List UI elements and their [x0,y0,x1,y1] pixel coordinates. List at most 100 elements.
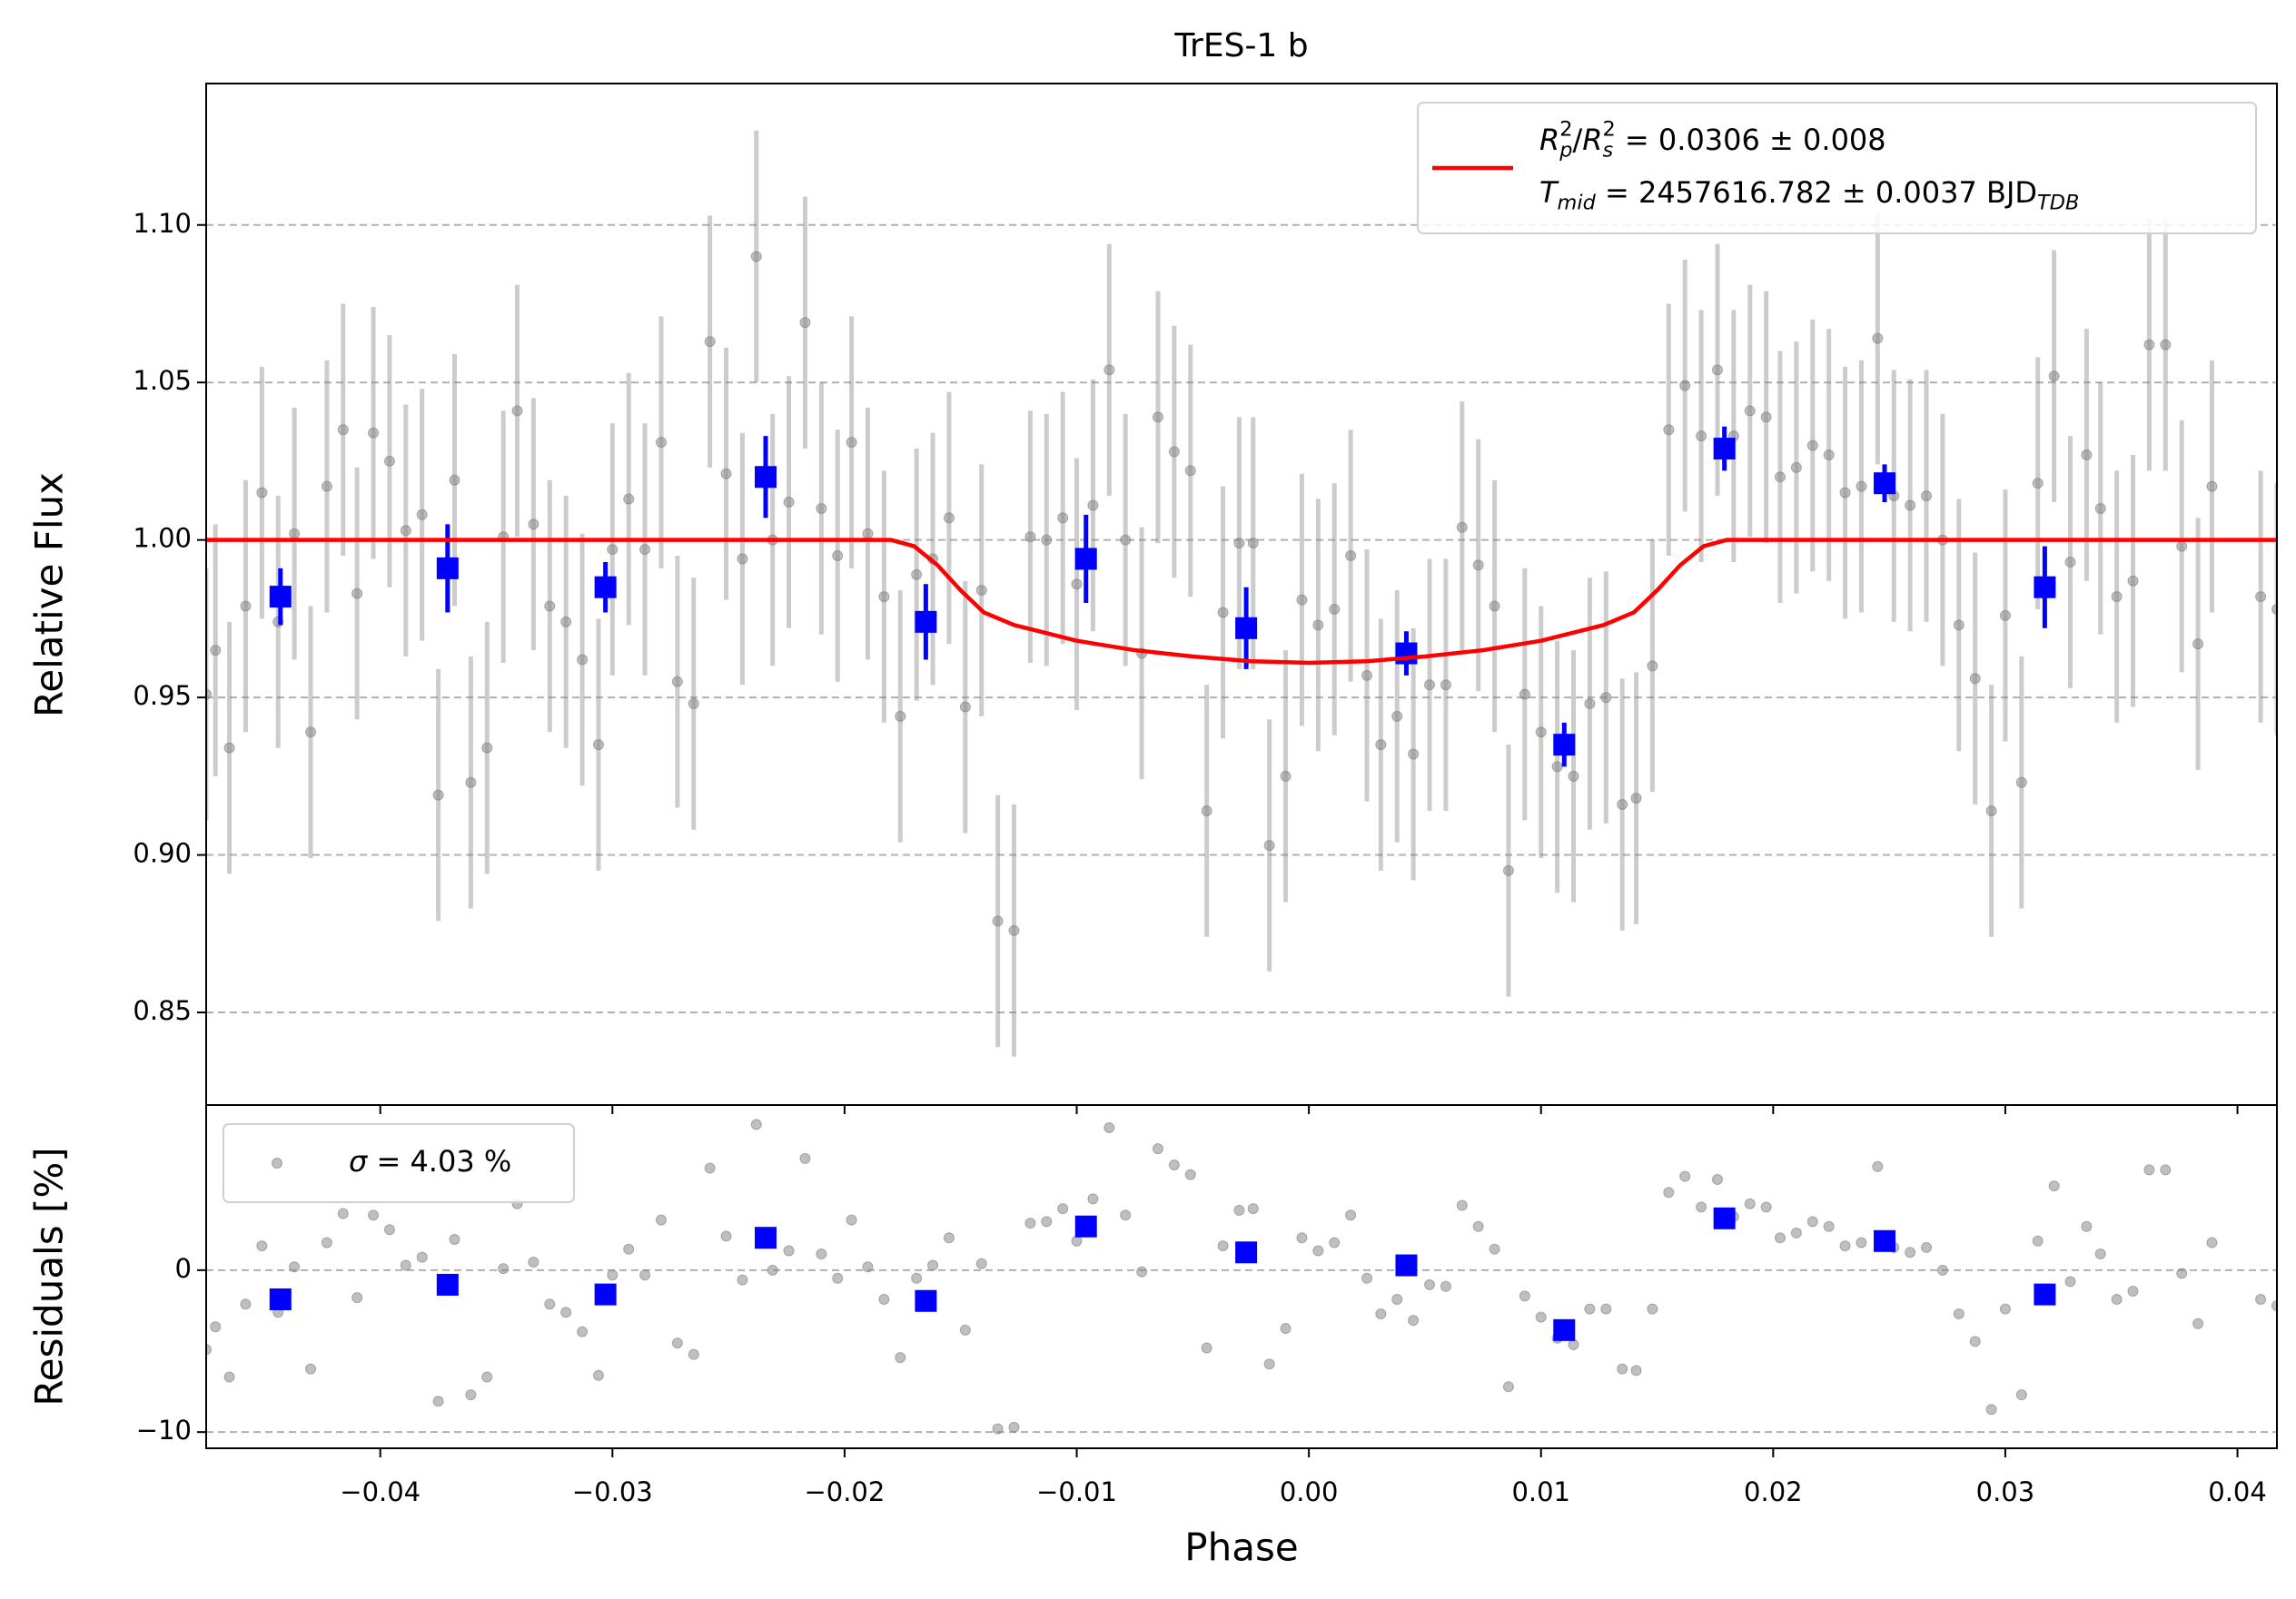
data-point [1361,669,1373,681]
data-point [623,1243,635,1255]
data-point [544,1298,556,1310]
chart-title: TrES-1 b [1173,27,1308,64]
data-point [2015,1389,2027,1401]
data-point [368,1209,380,1221]
binned-point [1395,1254,1418,1277]
data-point [846,1214,857,1226]
data-point [337,424,349,436]
data-point [1312,1245,1324,1257]
data-point [2048,1180,2060,1192]
data-point [1519,1290,1530,1302]
data-point [767,1264,778,1276]
data-point [240,600,252,612]
legend-text-part: R [1582,123,1602,157]
data-point [1760,1201,1772,1213]
data-point [1408,748,1420,760]
data-point [1071,578,1083,590]
x-tick-label: −0.03 [572,1476,653,1507]
data-point [223,1371,235,1383]
binned-point [1235,1241,1258,1264]
data-point [832,1272,844,1284]
legend-text-part: mid [1558,191,1597,214]
data-point [1391,1293,1403,1305]
legend-label: Rp2/Rs2 = 0.0306 ± 0.008 [1539,117,1886,162]
y-tick-label: 1.00 [133,523,192,554]
binned-point [594,1283,617,1306]
data-point [1519,688,1530,700]
data-point [1024,1218,1036,1229]
legend-text-part: = 0.0306 ± 0.008 [1616,123,1886,157]
data-point [400,525,411,537]
data-point [511,405,523,417]
data-point [2176,540,2188,552]
binned-point [269,1288,292,1310]
data-point [2048,370,2060,382]
data-point [720,1230,732,1242]
binned-point [1553,734,1576,756]
data-point [498,1263,510,1275]
data-point [1744,1198,1756,1209]
data-point [1535,726,1547,738]
data-point [1312,619,1324,631]
data-point [1136,1266,1148,1278]
binned-point [436,557,459,579]
legend-text-part: p [1559,138,1572,162]
data-point [1999,1303,2011,1315]
data-point [2192,1318,2204,1329]
data-point [1806,439,1818,451]
legend-text-part: 2 [1559,117,1572,141]
data-point [862,1261,874,1273]
legend-label: Tmid = 2457616.782 ± 0.0037 BJDTDB [1539,175,2079,214]
data-point [1489,600,1500,612]
data-point [416,508,428,520]
x-tick-label: 0.01 [1511,1476,1570,1507]
x-tick-label: −0.02 [804,1476,885,1507]
data-point [1775,471,1786,483]
data-point [1472,559,1484,571]
data-point [783,497,795,508]
data-point [623,493,635,505]
data-point [927,1259,939,1271]
data-point [449,1233,460,1245]
data-point [1696,1201,1707,1213]
data-point [481,742,493,754]
data-point [289,1261,301,1273]
data-point [1263,840,1275,852]
plot-area [206,1119,2277,1435]
data-point [895,1352,906,1364]
legend-swatch [272,1158,282,1169]
data-point [1103,364,1115,376]
data-point [1424,679,1436,691]
data-point [1823,449,1835,460]
legend-text-part: 2 [1603,117,1616,141]
data-point [1217,607,1229,618]
model-line [206,538,2277,666]
data-point [1905,499,1916,511]
data-point [975,1258,987,1269]
data-point [1280,1323,1292,1335]
data-point [2032,1235,2044,1247]
data-point [1711,1174,1723,1186]
data-point [2206,1237,2218,1249]
x-tick-label: 0.04 [2208,1476,2267,1507]
data-point [607,1269,619,1281]
data-point [1008,1421,1020,1433]
binned-point [1235,617,1258,639]
data-point [737,553,748,565]
legend-label: σ = 4.03 % [349,1144,511,1179]
data-point [1296,594,1308,606]
data-point [560,616,572,627]
data-point [1969,673,1981,685]
data-point [305,1363,317,1375]
data-point [1233,538,1245,549]
axes-frame [205,1104,2278,1449]
y-tick-label: 1.05 [133,365,192,396]
data-point [2127,575,2139,587]
data-point [1584,1303,1596,1315]
data-point [1905,1247,1916,1258]
data-point [1408,1315,1420,1327]
data-point [2064,1276,2076,1288]
data-point [1969,1336,1981,1347]
data-point [639,544,651,556]
